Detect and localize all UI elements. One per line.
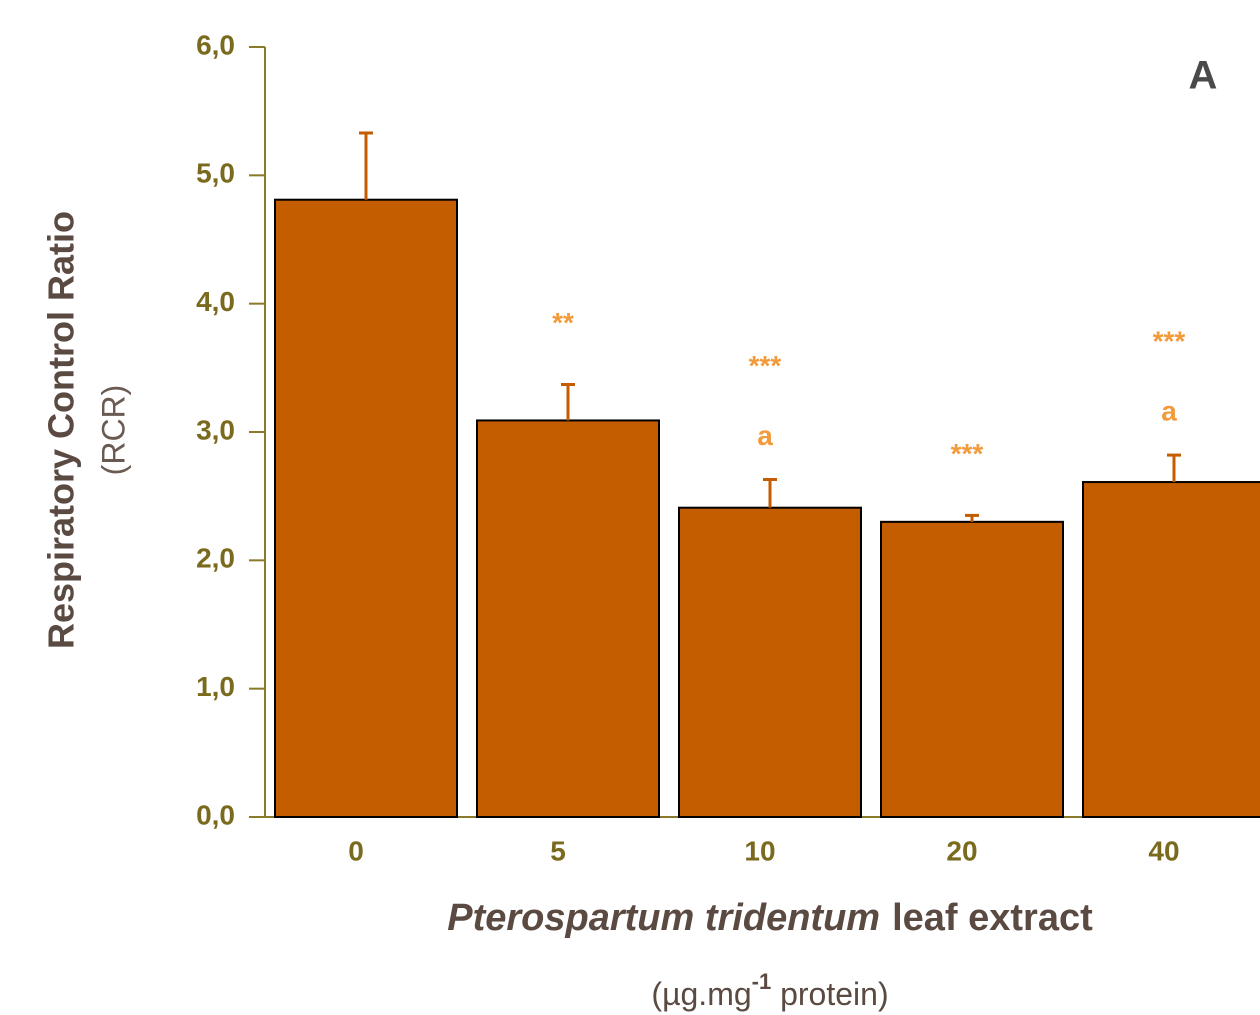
y-tick-label: 3,0 [196,414,235,445]
y-tick-label: 0,0 [196,799,235,830]
bar [880,520,1064,818]
unit-superscript: -1 [752,969,772,994]
x-tick-label: 0 [348,835,364,866]
x-label-italic: Pterospartum tridentum [447,897,880,939]
unit-part: (µg.mg [651,976,751,1012]
panel-label: A [1189,54,1218,98]
significance-stars: *** [749,350,782,381]
y-label-unit: (RCR) [95,385,131,476]
x-tick-label: 5 [550,835,566,866]
significance-letter: a [757,420,773,451]
unit-part: protein) [771,976,888,1012]
significance-letter: a [1161,395,1177,426]
bar [1082,481,1260,818]
y-axis-title: Respiratory Control Ratio (RCR) [41,211,132,649]
significance-stars: *** [951,438,984,469]
significance-stars: ** [552,307,574,338]
y-tick-label: 1,0 [196,671,235,702]
x-label-rest: leaf extract [892,897,1093,939]
y-tick-label: 4,0 [196,286,235,317]
bar [678,506,862,818]
y-tick-label: 2,0 [196,543,235,574]
y-tick-label: 6,0 [196,29,235,60]
significance-stars: *** [1153,325,1186,356]
x-tick-label: 40 [1148,835,1179,866]
bar [274,198,458,818]
y-tick-label: 5,0 [196,158,235,189]
x-tick-label: 20 [946,835,977,866]
bar [476,419,660,818]
x-tick-label: 10 [744,835,775,866]
y-label: Respiratory Control Ratio [41,211,82,649]
x-axis-title: Pterospartum tridentum leaf extract [447,897,1093,939]
x-axis-unit: (µg.mg-1 protein) [651,969,888,1013]
